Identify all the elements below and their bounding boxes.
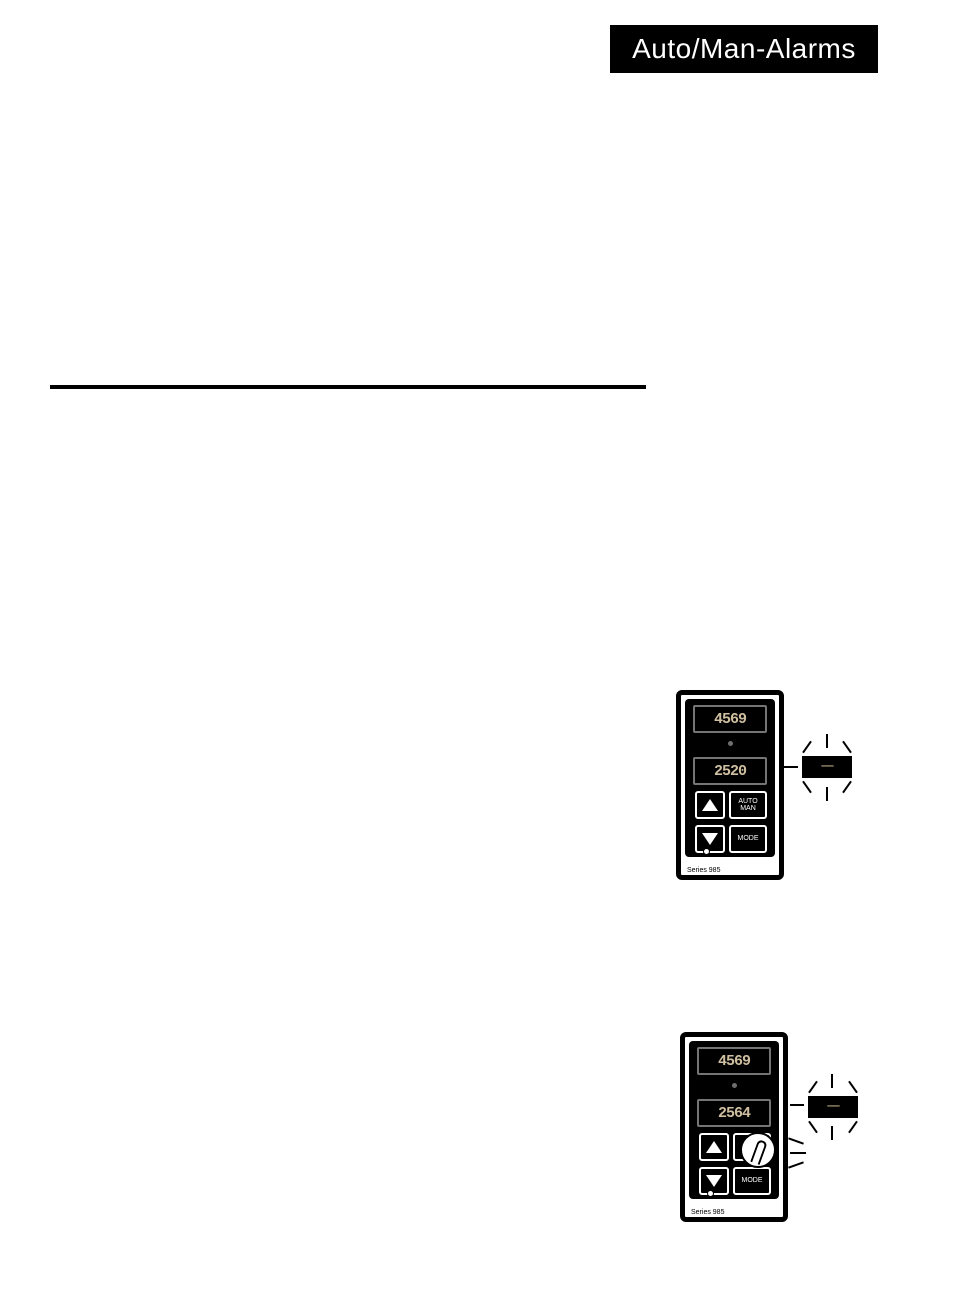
down-arrow-icon [702, 833, 718, 845]
up-arrow-icon [702, 799, 718, 811]
decorative-indicator [703, 848, 710, 855]
ray [826, 787, 828, 801]
controller-panel-bottom: 4569 2564 MODE Series 985 [680, 1032, 788, 1222]
ray [831, 1074, 833, 1088]
up-key[interactable] [695, 791, 725, 819]
status-led [732, 1083, 737, 1088]
panel-inner: 4569 2564 MODE [689, 1041, 779, 1199]
ray [848, 1121, 858, 1134]
blink-tag-top: —— [802, 756, 852, 778]
chapter-badge: Auto/Man-Alarms [610, 25, 878, 73]
motion-line [788, 1161, 804, 1168]
upper-display-digits: 4569 [701, 1051, 767, 1071]
motion-line [790, 1152, 806, 1154]
series-label: Series 985 [685, 1209, 783, 1216]
blink-tag-bottom: —— [808, 1096, 858, 1118]
keypad: AUTO MAN MODE [689, 789, 767, 857]
ray [831, 1126, 833, 1140]
section-rule [50, 385, 646, 389]
upper-display-bezel: 4569 [697, 1047, 771, 1075]
lower-display-bezel: 2520 [693, 757, 767, 785]
ray [826, 734, 828, 748]
mode-key[interactable]: MODE [729, 825, 767, 853]
controller-panel-top: 4569 2520 AUTO MAN MODE Series 985 [676, 690, 784, 880]
lower-display-bezel: 2564 [697, 1099, 771, 1127]
status-led [728, 741, 733, 746]
up-arrow-icon [706, 1141, 722, 1153]
down-key[interactable] [699, 1167, 729, 1195]
blink-tag-segments: —— [810, 1098, 856, 1116]
motion-line [788, 1137, 804, 1144]
series-label: Series 985 [681, 867, 779, 874]
up-key[interactable] [699, 1133, 729, 1161]
mode-key[interactable]: MODE [733, 1167, 771, 1195]
ray [802, 741, 812, 754]
ray [842, 741, 852, 754]
ray [808, 1121, 818, 1134]
ray [842, 781, 852, 794]
down-arrow-icon [706, 1175, 722, 1187]
panel-inner: 4569 2520 AUTO MAN MODE [685, 699, 775, 857]
lower-display-digits: 2520 [697, 761, 763, 781]
blink-tag-segments: —— [804, 758, 850, 776]
upper-display-digits: 4569 [697, 709, 763, 729]
upper-display-bezel: 4569 [693, 705, 767, 733]
ray [790, 1104, 804, 1106]
decorative-indicator [707, 1190, 714, 1197]
ray [784, 766, 798, 768]
ray [802, 781, 812, 794]
auto-man-key[interactable]: AUTO MAN [729, 791, 767, 819]
ray [848, 1081, 858, 1094]
finger-press-icon [740, 1132, 776, 1168]
down-key[interactable] [695, 825, 725, 853]
ray [808, 1081, 818, 1094]
lower-display-digits: 2564 [701, 1103, 767, 1123]
page: Auto/Man-Alarms 4569 2520 AUTO MAN MODE [0, 0, 954, 1312]
